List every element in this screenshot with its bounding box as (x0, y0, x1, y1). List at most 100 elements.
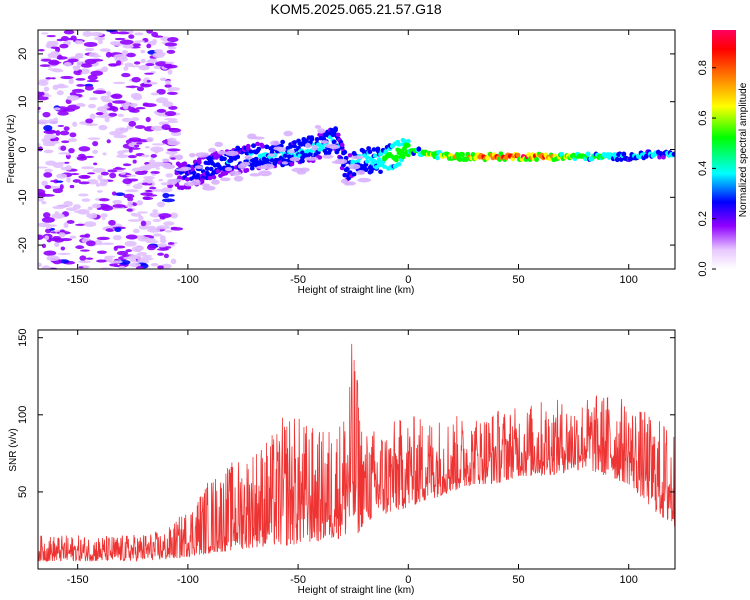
noise-blob (152, 209, 159, 213)
y-tick-label: -20 (17, 237, 29, 253)
y-tick-label: 150 (17, 329, 29, 347)
noise-blob (127, 200, 134, 205)
ridge-point (643, 153, 649, 159)
noise-blob (140, 58, 146, 64)
noise-blob (142, 254, 153, 258)
noise-blob (98, 38, 103, 45)
ridge-halo (334, 158, 348, 165)
noise-blob (97, 174, 103, 181)
noise-blob (146, 177, 153, 184)
noise-blob (125, 249, 133, 253)
noise-blob (80, 249, 90, 252)
noise-blob (127, 178, 139, 182)
ridge-halo (299, 167, 310, 173)
noise-blob (85, 118, 94, 124)
noise-blob (140, 192, 153, 196)
noise-blob (126, 174, 137, 177)
ridge-point (364, 155, 370, 160)
noise-blob (67, 58, 79, 63)
ridge-halo (289, 157, 300, 162)
ridge-point (235, 154, 241, 160)
noise-blob (131, 76, 141, 83)
noise-blob (74, 54, 83, 59)
ridge-halo (211, 179, 220, 185)
ridge-halo (194, 165, 204, 170)
noise-blob (86, 79, 100, 83)
noise-blob (84, 58, 97, 65)
noise-blob (81, 175, 90, 179)
noise-blob (168, 128, 182, 133)
noise-blob (112, 234, 122, 241)
x-tick-label: 50 (512, 274, 524, 286)
noise-blob (128, 147, 141, 150)
noise-blob (130, 117, 140, 121)
noise-blob (104, 255, 116, 258)
noise-blob (85, 47, 95, 52)
noise-blob (78, 260, 92, 263)
noise-blob (167, 140, 181, 146)
noise-blob (57, 111, 69, 116)
noise-blob (105, 51, 112, 58)
y-tick-label: 100 (17, 406, 29, 424)
noise-blob (40, 58, 52, 62)
ridge-point (269, 158, 275, 163)
noise-blob (56, 173, 68, 179)
noise-blob (150, 153, 157, 158)
noise-blob (95, 182, 101, 187)
snr-x-label: Height of straight line (km) (298, 585, 415, 596)
noise-blob (43, 250, 57, 256)
noise-blob (137, 211, 149, 214)
noise-blob (45, 160, 57, 166)
noise-blob (109, 172, 117, 179)
ridge-halo (244, 155, 253, 160)
ridge-point (460, 151, 465, 158)
noise-blob (162, 101, 174, 108)
noise-blob (80, 63, 93, 68)
noise-blob (126, 208, 133, 212)
noise-blob (114, 227, 122, 233)
noise-blob (144, 189, 154, 192)
ridge-point (434, 155, 440, 161)
noise-blob (41, 137, 51, 143)
noise-blob (38, 119, 49, 125)
noise-blob (132, 228, 140, 234)
ridge-point (244, 167, 250, 173)
ridge-halo (268, 153, 276, 157)
noise-blob (154, 161, 165, 166)
ridge-point (416, 146, 422, 152)
ridge-halo (175, 154, 184, 161)
noise-blob (164, 42, 178, 47)
noise-blob (81, 198, 91, 202)
noise-blob (134, 125, 146, 130)
noise-blob (144, 145, 150, 149)
noise-blob (57, 252, 71, 255)
noise-blob (169, 212, 179, 219)
ridge-point (371, 158, 377, 164)
ridge-point (228, 158, 234, 163)
noise-blob (69, 132, 77, 138)
noise-blob (146, 80, 151, 83)
noise-blob (146, 30, 154, 34)
noise-blob (107, 102, 113, 108)
noise-blob (74, 40, 81, 45)
noise-blob (68, 147, 75, 154)
noise-blob (128, 137, 142, 142)
y-tick-label: 0 (17, 146, 29, 152)
noise-blob (67, 138, 78, 142)
noise-blob (140, 49, 146, 54)
noise-blob (170, 157, 177, 160)
noise-blob (107, 169, 118, 173)
noise-blob (46, 255, 60, 262)
ridge-halo (252, 136, 265, 140)
noise-blob (53, 117, 59, 121)
noise-blob (43, 124, 53, 131)
noise-blob (123, 193, 135, 199)
noise-blob (170, 258, 177, 265)
noise-blob (63, 200, 73, 207)
ridge-point (204, 166, 210, 171)
noise-blob (73, 65, 80, 71)
ridge-halo (345, 181, 356, 186)
noise-blob (89, 31, 104, 37)
noise-blob (66, 176, 71, 183)
ridge-halo (233, 175, 244, 182)
